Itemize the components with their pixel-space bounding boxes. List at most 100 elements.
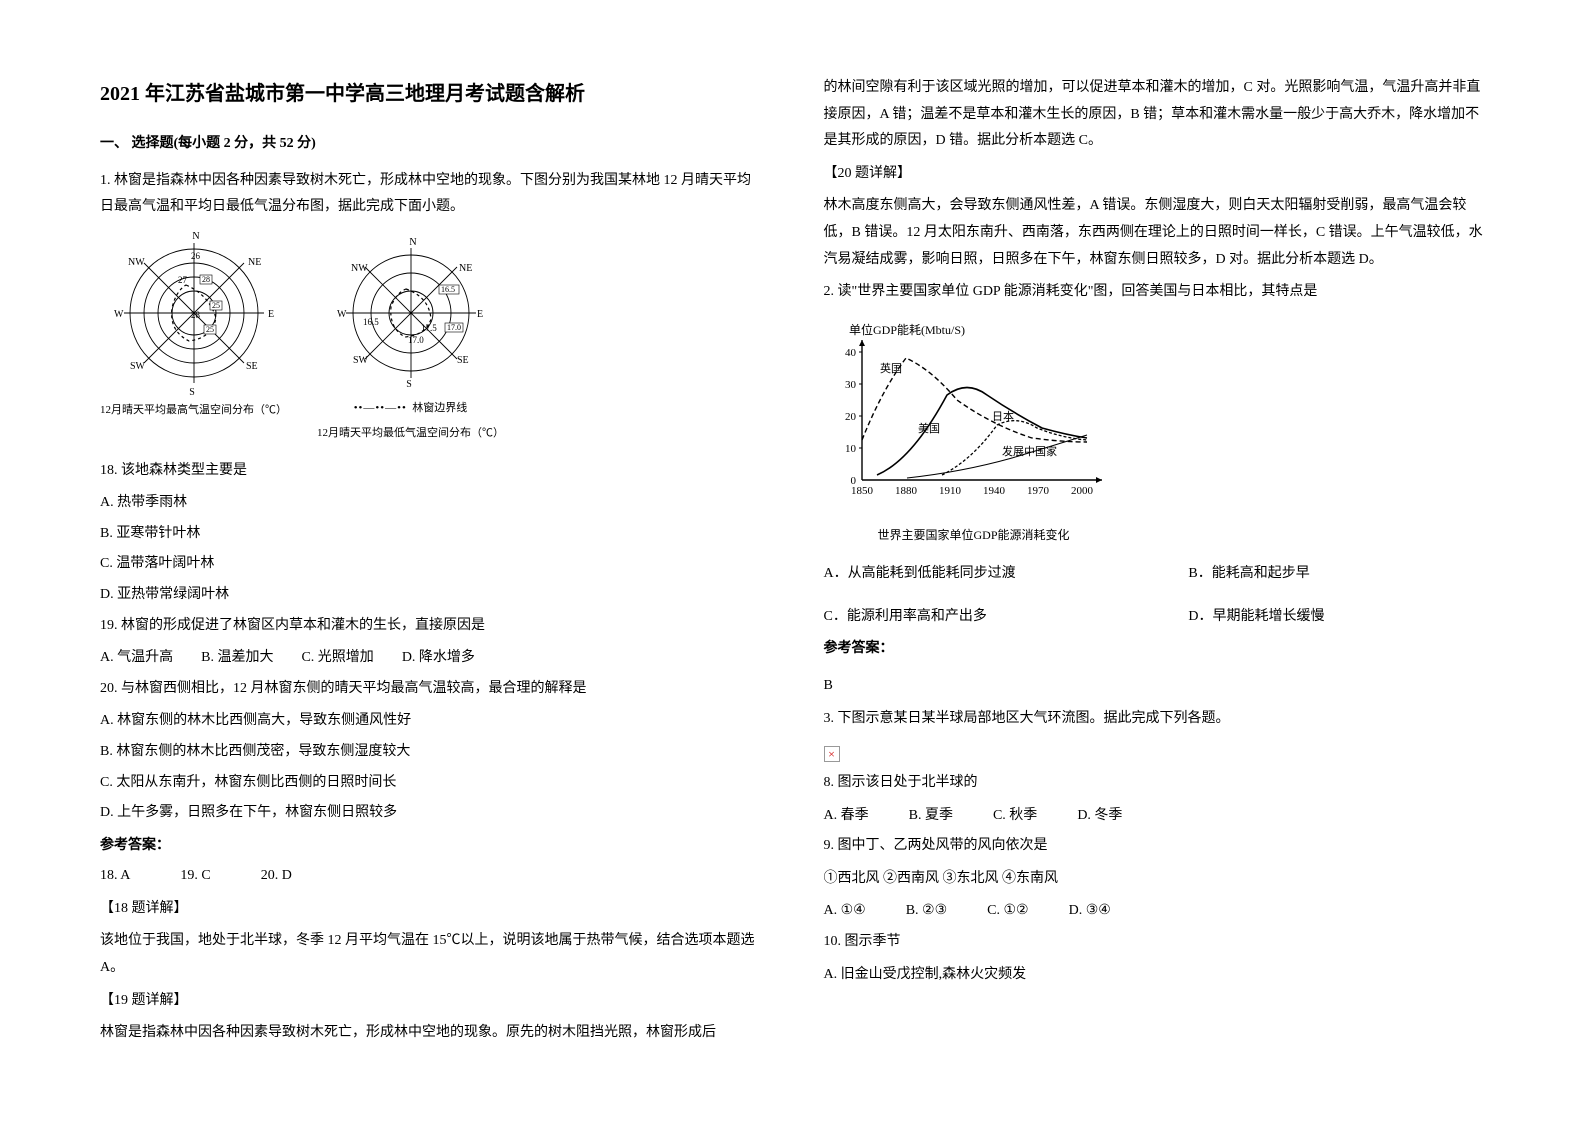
- q2-answer: B: [824, 673, 1488, 700]
- svg-text:N: N: [192, 231, 199, 242]
- svg-text:E: E: [268, 309, 274, 320]
- q18-opt-d: D. 亚热带常绿阔叶林: [100, 582, 764, 609]
- q19-opt-d: D. 降水增多: [402, 645, 475, 672]
- answer-label-1: 参考答案：: [100, 833, 764, 860]
- exp19-h: 【19 题详解】: [100, 988, 764, 1015]
- svg-text:28: 28: [191, 310, 201, 320]
- q2-opt-c: C．能源利用率高和产出多: [824, 604, 1189, 631]
- svg-text:美国: 美国: [918, 422, 940, 435]
- svg-text:30: 30: [845, 379, 857, 391]
- gdp-energy-chart: 单位GDP能耗(Mbtu/S) 0 10 20 30 40 1850 1880 …: [824, 320, 1488, 547]
- q1-intro: 1. 林窗是指森林中因各种因素导致树木死亡，形成林中空地的现象。下图分别为我国某…: [100, 168, 764, 221]
- svg-text:25: 25: [206, 325, 214, 334]
- chart-caption: 世界主要国家单位GDP能源消耗变化: [824, 524, 1124, 547]
- q9-opt-a: A. ①④: [824, 898, 866, 925]
- q9-opt-d: D. ③④: [1069, 898, 1111, 925]
- q18-opt-b: B. 亚寒带针叶林: [100, 521, 764, 548]
- q2-opt-d: D．早期能耗增长缓慢: [1188, 604, 1324, 631]
- ans-20: 20. D: [261, 863, 292, 890]
- svg-text:NW: NW: [351, 263, 368, 274]
- q20-stem: 20. 与林窗西侧相比，12 月林窗东侧的晴天平均最高气温较高，最合理的解释是: [100, 676, 764, 703]
- radar-chart-min-temp: N NE E SE S SW W NW 16.5 16.5 17.0: [317, 231, 504, 444]
- missing-image-icon: ×: [824, 746, 840, 762]
- radar-legend: 林窗边界线: [412, 402, 467, 414]
- svg-text:16.5: 16.5: [363, 317, 379, 327]
- q9-sub: ①西北风 ②西南风 ③东北风 ④东南风: [824, 866, 1488, 893]
- svg-text:2000: 2000: [1071, 485, 1094, 497]
- exp18-t: 该地位于我国，地处于北半球，冬季 12 月平均气温在 15℃以上，说明该地属于热…: [100, 928, 764, 981]
- svg-text:28: 28: [202, 275, 210, 284]
- q19-opt-b: B. 温差加大: [201, 645, 273, 672]
- q10-opt-a: A. 旧金山受戊控制,森林火灾频发: [824, 962, 1488, 989]
- svg-text:W: W: [114, 309, 124, 320]
- q2-opt-a: A．从高能耗到低能耗同步过渡: [824, 561, 1189, 588]
- q18-stem: 18. 该地森林类型主要是: [100, 458, 764, 485]
- chart-ylabel: 单位GDP能耗(Mbtu/S): [849, 322, 965, 337]
- q2-opt-b: B．能耗高和起步早: [1188, 561, 1309, 588]
- svg-text:26: 26: [191, 251, 201, 261]
- svg-text:SW: SW: [130, 361, 146, 372]
- svg-text:日本: 日本: [992, 409, 1014, 423]
- q9-opt-b: B. ②③: [906, 898, 947, 925]
- svg-text:1880: 1880: [895, 485, 918, 497]
- q18-opt-c: C. 温带落叶阔叶林: [100, 551, 764, 578]
- ans-19: 19. C: [180, 863, 210, 890]
- svg-text:40: 40: [845, 347, 857, 359]
- svg-text:16.5: 16.5: [441, 285, 455, 294]
- q20-opt-c: C. 太阳从东南升，林窗东侧比西侧的日照时间长: [100, 770, 764, 797]
- q19-stem: 19. 林窗的形成促进了林窗区内草本和灌木的生长，直接原因是: [100, 613, 764, 640]
- svg-text:1910: 1910: [939, 485, 962, 497]
- svg-text:25: 25: [212, 301, 220, 310]
- q20-opt-d: D. 上午多雾，日照多在下午，林窗东侧日照较多: [100, 800, 764, 827]
- section-header: 一、 选择题(每小题 2 分，共 52 分): [100, 131, 764, 158]
- q8-opt-a: A. 春季: [824, 803, 869, 830]
- svg-text:S: S: [189, 387, 195, 396]
- exp20-h: 【20 题详解】: [824, 161, 1488, 188]
- exp20-t: 林木高度东侧高大，会导致东侧通风性差，A 错误。东侧湿度大，则白天太阳辐射受削弱…: [824, 193, 1488, 273]
- q8-stem: 8. 图示该日处于北半球的: [824, 770, 1488, 797]
- svg-text:E: E: [477, 309, 483, 320]
- q8-opt-b: B. 夏季: [909, 803, 953, 830]
- svg-text:20: 20: [845, 411, 857, 423]
- q10-stem: 10. 图示季节: [824, 929, 1488, 956]
- svg-text:1850: 1850: [851, 485, 874, 497]
- svg-text:NE: NE: [248, 257, 261, 268]
- svg-text:发展中国家: 发展中国家: [1002, 444, 1057, 458]
- q8-opt-c: C. 秋季: [993, 803, 1037, 830]
- answer-label-2: 参考答案：: [824, 636, 1488, 663]
- ans-18: 18. A: [100, 863, 130, 890]
- exp18-h: 【18 题详解】: [100, 896, 764, 923]
- svg-text:1970: 1970: [1027, 485, 1050, 497]
- exp19-t1: 林窗是指森林中因各种因素导致树木死亡，形成林中空地的现象。原先的树木阻挡光照，林…: [100, 1020, 764, 1047]
- q18-opt-a: A. 热带季雨林: [100, 490, 764, 517]
- q3-stem: 3. 下图示意某日某半球局部地区大气环流图。据此完成下列各题。: [824, 706, 1488, 733]
- svg-text:1940: 1940: [983, 485, 1006, 497]
- left-column: 2021 年江苏省盐城市第一中学高三地理月考试题含解析 一、 选择题(每小题 2…: [100, 75, 764, 1053]
- svg-text:17.0: 17.0: [447, 323, 461, 332]
- q19-opt-c: C. 光照增加: [301, 645, 373, 672]
- q9-opt-c: C. ①②: [987, 898, 1028, 925]
- radar-chart-max-temp: N NE E SE S SW W NW 26 27 28 28: [100, 231, 287, 421]
- svg-text:NE: NE: [459, 263, 472, 274]
- svg-text:英国: 英国: [880, 361, 902, 375]
- svg-text:N: N: [409, 237, 416, 248]
- q8-opt-d: D. 冬季: [1077, 803, 1122, 830]
- q20-opt-b: B. 林窗东侧的林木比西侧茂密，导致东侧湿度较大: [100, 739, 764, 766]
- svg-text:10: 10: [845, 443, 857, 455]
- svg-text:17.0: 17.0: [408, 335, 424, 345]
- q19-opt-a: A. 气温升高: [100, 645, 173, 672]
- svg-text:NW: NW: [128, 257, 145, 268]
- radar2-caption: 12月晴天平均最低气温空间分布（℃）: [317, 423, 504, 444]
- document-title: 2021 年江苏省盐城市第一中学高三地理月考试题含解析: [100, 75, 764, 113]
- q9-stem: 9. 图中丁、乙两处风带的风向依次是: [824, 833, 1488, 860]
- svg-text:17.5: 17.5: [421, 323, 437, 333]
- svg-text:SE: SE: [246, 361, 258, 372]
- right-column: 的林间空隙有利于该区域光照的增加，可以促进草本和灌木的增加，C 对。光照影响气温…: [824, 75, 1488, 1053]
- svg-text:SW: SW: [353, 355, 369, 366]
- radar1-caption: 12月晴天平均最高气温空间分布（℃）: [100, 400, 287, 421]
- svg-text:S: S: [406, 379, 412, 390]
- svg-text:W: W: [337, 309, 347, 320]
- exp19-t2: 的林间空隙有利于该区域光照的增加，可以促进草本和灌木的增加，C 对。光照影响气温…: [824, 75, 1488, 155]
- q2-stem: 2. 读"世界主要国家单位 GDP 能源消耗变化"图，回答美国与日本相比，其特点…: [824, 279, 1488, 306]
- radar-chart-pair: N NE E SE S SW W NW 26 27 28 28: [100, 231, 764, 444]
